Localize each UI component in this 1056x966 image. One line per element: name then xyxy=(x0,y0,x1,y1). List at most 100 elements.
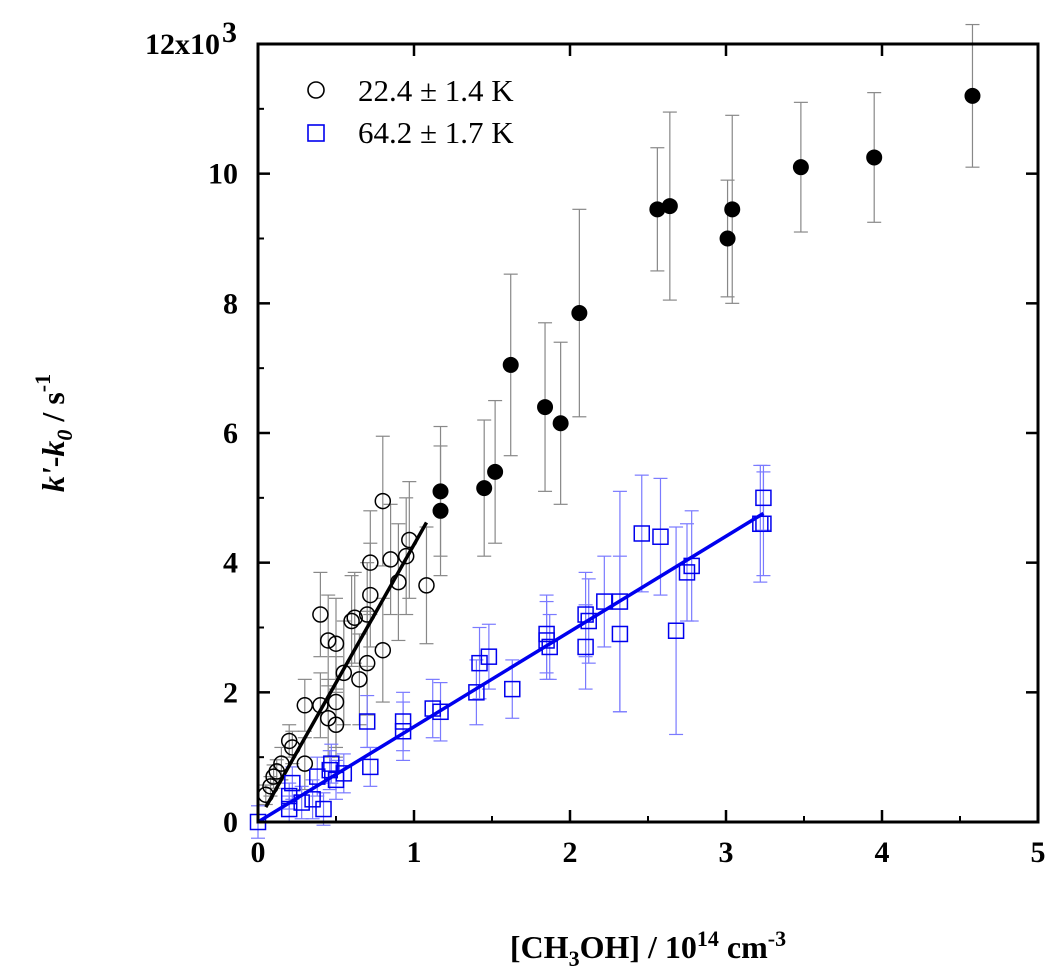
y-axis-title-part: k' xyxy=(35,467,71,492)
data-point-open-square xyxy=(577,606,594,623)
data-point-open-square xyxy=(755,489,772,507)
x-axis-ticks: 0 1 2 3 4 5 xyxy=(251,44,1046,869)
data-point-filled-circle xyxy=(432,483,449,500)
x-axis-title-superscript: 14 xyxy=(697,926,719,951)
data-point-open-square xyxy=(284,774,301,792)
data-point-open-square xyxy=(432,703,449,721)
data-point-open-square xyxy=(538,632,555,649)
data-point-filled-circle xyxy=(432,502,449,519)
data-point-open-circle xyxy=(397,547,415,565)
data-point-open-square xyxy=(633,525,651,542)
data-point-open-circle xyxy=(335,664,353,682)
y-tick-label: 12x10 xyxy=(145,28,220,61)
data-point-open-circle xyxy=(358,654,376,672)
y-axis-title-part: / s xyxy=(35,392,71,429)
data-point-open-circle xyxy=(312,606,329,623)
y-tick-label: 6 xyxy=(223,417,238,450)
x-axis-title-part: OH] / 10 xyxy=(580,929,697,965)
data-point-open-square xyxy=(652,528,669,545)
data-point-open-square xyxy=(362,758,379,776)
y-axis-title: k'-k0 / s-1 xyxy=(30,374,77,492)
x-tick-label: 0 xyxy=(251,836,266,869)
data-point-open-square xyxy=(678,564,696,581)
data-point-open-square xyxy=(335,765,353,782)
data-point-filled-circle xyxy=(487,463,504,480)
fit-line xyxy=(264,521,429,808)
data-point-open-square xyxy=(504,680,521,698)
y-tick-label: 10 xyxy=(208,158,238,191)
data-markers xyxy=(249,87,981,831)
data-point-open-square xyxy=(577,638,594,656)
legend: 22.4 ± 1.4 K 64.2 ± 1.7 K xyxy=(307,73,514,150)
x-tick-label: 3 xyxy=(719,836,734,869)
data-point-open-circle xyxy=(418,577,435,594)
data-point-filled-circle xyxy=(537,399,554,416)
data-point-open-square xyxy=(280,787,298,805)
x-tick-label: 1 xyxy=(407,836,422,869)
data-point-open-square xyxy=(358,713,376,730)
data-point-filled-circle xyxy=(552,415,569,432)
data-point-open-square xyxy=(611,625,629,643)
data-point-filled-circle xyxy=(719,230,736,247)
data-point-open-circle xyxy=(284,739,301,756)
y-tick-label: 4 xyxy=(223,547,238,580)
data-point-open-circle xyxy=(312,697,329,714)
legend-label: 22.4 ± 1.4 K xyxy=(358,73,514,108)
data-point-open-square xyxy=(667,622,685,639)
x-axis-title: [CH3OH] / 1014 cm-3 xyxy=(510,926,786,966)
data-point-open-circle xyxy=(327,716,345,733)
data-point-open-square xyxy=(323,755,340,772)
y-axis-title-subscript: 0 xyxy=(52,430,77,441)
data-point-open-circle xyxy=(362,586,379,604)
y-axis-title-superscript: -1 xyxy=(30,374,55,392)
x-axis-title-part: cm xyxy=(719,929,768,965)
data-point-open-square xyxy=(315,800,332,818)
data-point-open-circle xyxy=(346,609,363,627)
data-point-open-square xyxy=(309,768,326,785)
data-point-open-square xyxy=(611,593,629,610)
data-point-open-square xyxy=(683,557,700,575)
data-point-open-square xyxy=(480,648,498,665)
x-tick-label: 2 xyxy=(563,836,578,869)
data-point-filled-circle xyxy=(964,87,981,104)
fit-lines xyxy=(257,511,765,824)
y-tick-label: 0 xyxy=(223,806,238,839)
data-point-filled-circle xyxy=(724,201,741,218)
data-point-open-circle xyxy=(390,573,407,591)
data-point-open-circle xyxy=(273,755,290,772)
y-axis-ticks: 0 2 4 6 8 10 12x10 3 xyxy=(145,16,1038,839)
legend-label: 64.2 ± 1.7 K xyxy=(358,115,514,150)
data-point-open-circle xyxy=(296,755,314,772)
data-point-open-square xyxy=(321,761,339,779)
data-point-open-square xyxy=(304,791,321,808)
x-axis-title-part: [CH xyxy=(510,929,569,965)
data-point-open-circle xyxy=(343,612,360,630)
legend-marker-square xyxy=(307,124,325,142)
data-point-open-square xyxy=(471,654,488,672)
data-point-open-square xyxy=(394,713,412,730)
data-point-filled-circle xyxy=(502,356,519,373)
y-axis-title-part: - xyxy=(35,457,71,468)
data-point-filled-circle xyxy=(476,480,493,497)
data-point-open-circle xyxy=(374,641,392,659)
y-axis-title-part: k xyxy=(35,441,71,457)
y-tick-label: 2 xyxy=(223,676,238,709)
data-point-filled-circle xyxy=(866,149,883,166)
data-point-open-square xyxy=(580,612,597,630)
y-tick-label: 8 xyxy=(223,287,238,320)
data-point-open-circle xyxy=(327,693,345,711)
data-point-open-circle xyxy=(382,551,399,568)
data-point-filled-circle xyxy=(661,198,678,215)
data-point-open-square xyxy=(755,515,772,533)
x-tick-label: 5 xyxy=(1031,836,1046,869)
data-point-filled-circle xyxy=(792,159,809,176)
data-point-open-circle xyxy=(327,635,345,652)
fit-line xyxy=(257,511,765,824)
data-point-open-circle xyxy=(319,632,337,649)
data-point-filled-circle xyxy=(571,305,588,322)
data-point-open-circle xyxy=(351,671,368,688)
data-point-open-circle xyxy=(362,554,379,571)
data-point-open-square xyxy=(541,638,558,656)
data-point-open-circle xyxy=(358,606,376,623)
